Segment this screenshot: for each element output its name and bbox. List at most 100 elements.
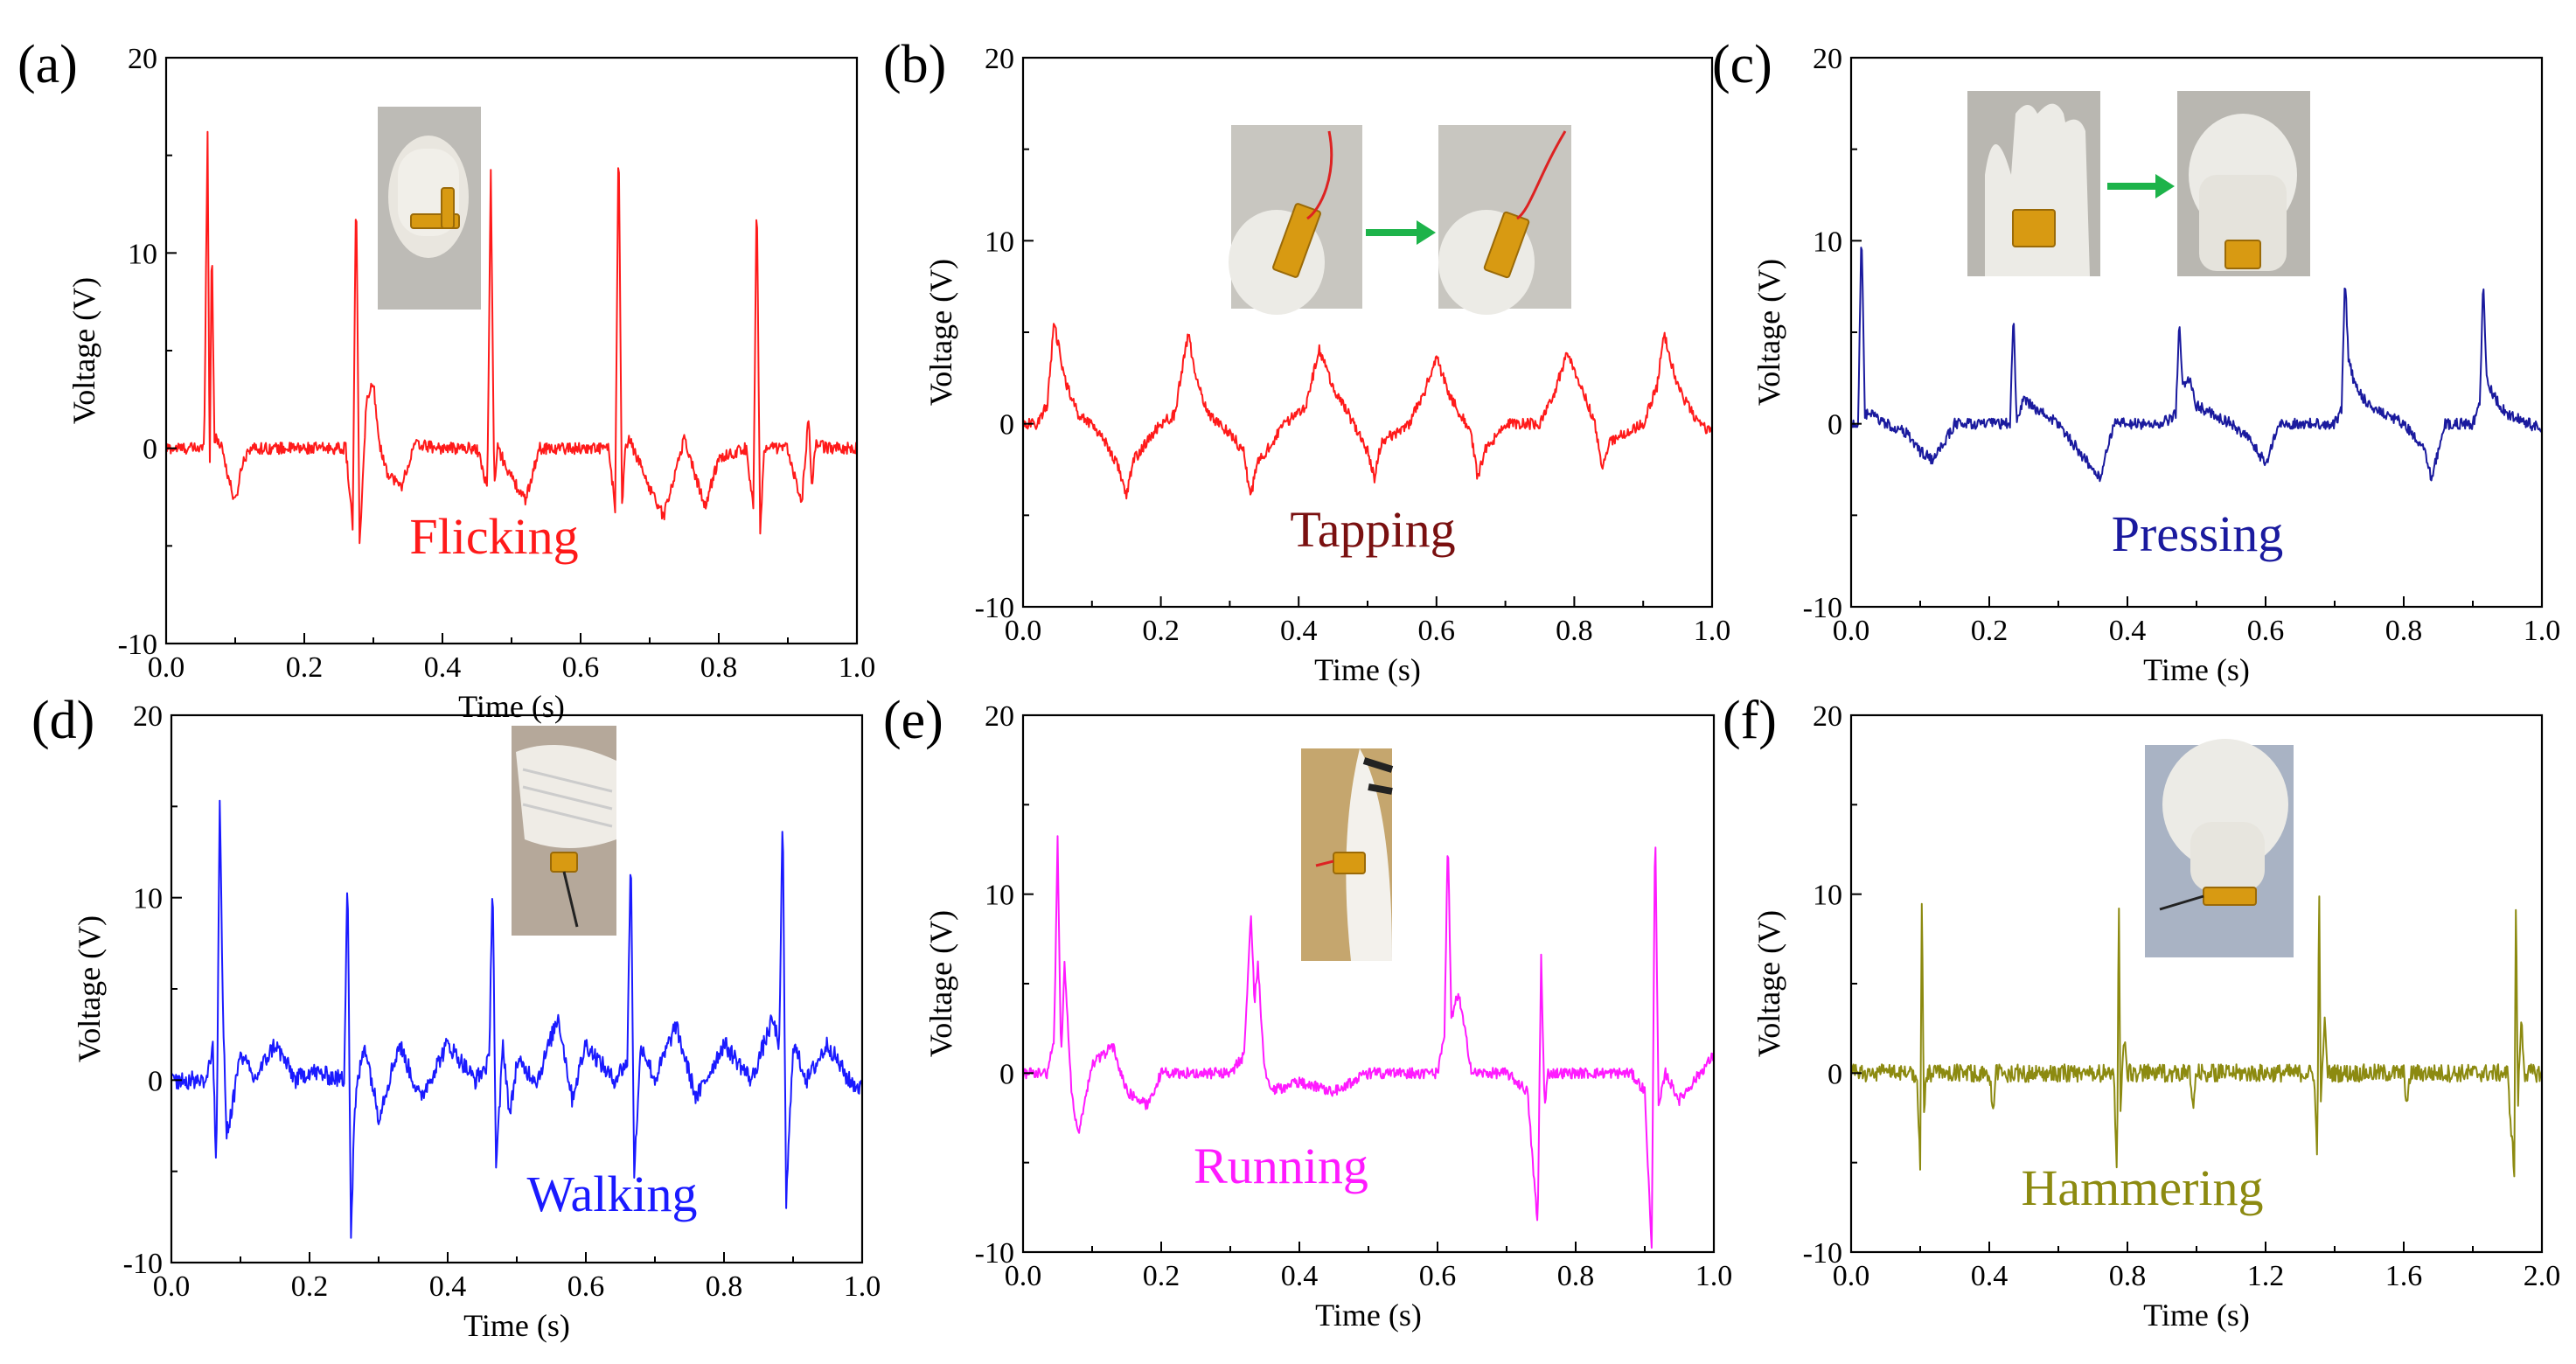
x-tick-label: 0.6 (567, 1270, 605, 1303)
y-tick-label: -10 (1803, 592, 1842, 624)
x-tick-label: 0.8 (1556, 615, 1593, 647)
x-tick-label: 0.2 (291, 1270, 329, 1303)
y-tick-label: 10 (128, 238, 157, 270)
y-axis-title: Voltage (V) (923, 259, 958, 406)
activity-label: Pressing (2112, 505, 2284, 562)
x-axis-title: Time (s) (1314, 652, 1421, 687)
hand-pressing-sensor-photo (1967, 91, 2100, 276)
shoe-running-sensor-photo (1301, 748, 1394, 961)
finger-tapping-sequence-photo (1229, 125, 1362, 315)
x-axis-title: Time (s) (2143, 1298, 2250, 1333)
panel-letter: (d) (31, 691, 94, 750)
y-axis-title: Voltage (V) (66, 277, 101, 424)
activity-label: Running (1194, 1138, 1368, 1194)
finger-tapping-sensor-photo-2 (1438, 125, 1571, 315)
voltage-series-line (1022, 323, 1713, 500)
x-tick-label: 1.0 (2524, 615, 2561, 647)
activity-label: Hammering (2021, 1159, 2263, 1216)
y-tick-label: 20 (133, 700, 163, 733)
x-tick-label: 0.4 (429, 1270, 467, 1303)
x-tick-label: 0.6 (1418, 615, 1456, 647)
x-tick-label: 0.0 (153, 1270, 191, 1303)
activity-label: Tapping (1290, 501, 1455, 558)
panel-letter: (f) (1723, 691, 1777, 750)
x-tick-label: 0.8 (700, 651, 738, 684)
x-tick-label: 0.6 (562, 651, 600, 684)
y-tick-label: -10 (975, 592, 1014, 624)
y-tick-label: 0 (999, 409, 1014, 442)
y-tick-label: 20 (128, 43, 157, 75)
x-tick-label: 1.0 (1694, 615, 1731, 647)
y-tick-label: -10 (1803, 1237, 1842, 1270)
activity-label: Flicking (409, 508, 578, 565)
panel-letter: (b) (883, 35, 946, 94)
panel-d: (d) 0.0 0.2 0.4 0.6 0.8 1.0 -10 0 10 20 Time (s) Vol… (31, 691, 881, 1343)
green-arrow-icon (2107, 174, 2175, 198)
y-tick-label: 10 (985, 880, 1014, 912)
green-arrow-icon (1366, 220, 1436, 245)
x-tick-label: 0.6 (2247, 615, 2285, 647)
activity-label: Walking (526, 1166, 697, 1222)
x-tick-label: 0.4 (424, 651, 462, 684)
y-axis-title: Voltage (V) (72, 915, 107, 1062)
y-tick-label: 10 (133, 883, 163, 915)
x-tick-label: 1.0 (839, 651, 876, 684)
y-tick-label: -10 (118, 629, 157, 661)
y-tick-label: 10 (985, 226, 1014, 258)
y-tick-label: -10 (975, 1237, 1014, 1270)
x-tick-label: 0.8 (2385, 615, 2423, 647)
y-tick-label: 0 (143, 434, 157, 466)
voltage-series-line (165, 130, 858, 545)
y-tick-label: 0 (999, 1058, 1014, 1090)
y-tick-label: 20 (1813, 700, 1842, 733)
x-tick-label: 0.8 (2109, 1260, 2147, 1292)
y-tick-label: 0 (148, 1065, 163, 1097)
panel-e: (e) 0.0 0.2 0.4 0.6 0.8 1.0 -10 0 10 20 Time (s) Vol… (883, 691, 1732, 1333)
y-tick-label: 0 (1828, 409, 1842, 442)
x-tick-label: 0.8 (1557, 1260, 1595, 1292)
voltage-series-line (171, 799, 863, 1239)
y-axis-title: Voltage (V) (1751, 259, 1786, 406)
voltage-series-line (1850, 247, 2543, 483)
y-tick-label: 20 (1813, 43, 1842, 75)
x-tick-label: 0.0 (148, 651, 185, 684)
x-tick-label: 0.0 (1005, 1260, 1042, 1292)
y-tick-label: 20 (985, 43, 1014, 75)
x-tick-label: 0.0 (1833, 1260, 1870, 1292)
panel-a: (a) 0.0 0.2 0.4 0.6 0.8 1.0 -10 0 10 20 Time (s) Vol… (17, 35, 875, 724)
x-tick-label: 0.4 (1281, 1260, 1319, 1292)
x-tick-label: 0.2 (1143, 1260, 1180, 1292)
x-tick-label: 0.6 (1419, 1260, 1457, 1292)
x-tick-label: 2.0 (2524, 1260, 2561, 1292)
x-tick-label: 1.0 (844, 1270, 881, 1303)
panel-letter: (a) (17, 35, 78, 94)
x-axis-title: Time (s) (2143, 652, 2250, 687)
y-tick-label: -10 (123, 1248, 163, 1280)
finger-hammering-sensor-photo (2145, 739, 2294, 957)
panel-f: (f) 0.0 0.4 0.8 1.2 1.6 2.0 -10 0 10 20 Time (s) Vol… (1723, 691, 2560, 1333)
x-axis-title: Time (s) (458, 689, 565, 724)
panel-letter: (e) (883, 691, 943, 750)
x-tick-label: 0.4 (2109, 615, 2147, 647)
x-tick-label: 0.0 (1005, 615, 1042, 647)
x-tick-label: 0.0 (1833, 615, 1870, 647)
panel-letter: (c) (1712, 35, 1772, 94)
shoe-walking-sensor-photo (512, 726, 616, 936)
y-tick-label: 20 (985, 700, 1014, 733)
x-tick-label: 0.2 (1971, 615, 2009, 647)
x-axis-title: Time (s) (1315, 1298, 1422, 1333)
y-axis-title: Voltage (V) (1751, 910, 1786, 1057)
panel-c: (c) 0.0 0.2 0.4 0.6 0.8 1.0 -10 0 10 20 Time (s) Vol… (1712, 35, 2560, 687)
x-axis-title: Time (s) (463, 1308, 570, 1343)
y-tick-label: 10 (1813, 226, 1842, 258)
x-tick-label: 0.4 (1280, 615, 1318, 647)
x-tick-label: 1.0 (1695, 1260, 1733, 1292)
y-axis-title: Voltage (V) (923, 910, 958, 1057)
x-tick-label: 0.2 (1142, 615, 1180, 647)
x-tick-label: 1.2 (2247, 1260, 2285, 1292)
hand-pressing-sensor-photo-2 (2177, 91, 2310, 276)
y-tick-label: 10 (1813, 880, 1842, 912)
voltage-series-line (1022, 835, 1715, 1249)
finger-flicking-sensor-photo (378, 107, 481, 310)
x-tick-label: 1.6 (2385, 1260, 2423, 1292)
